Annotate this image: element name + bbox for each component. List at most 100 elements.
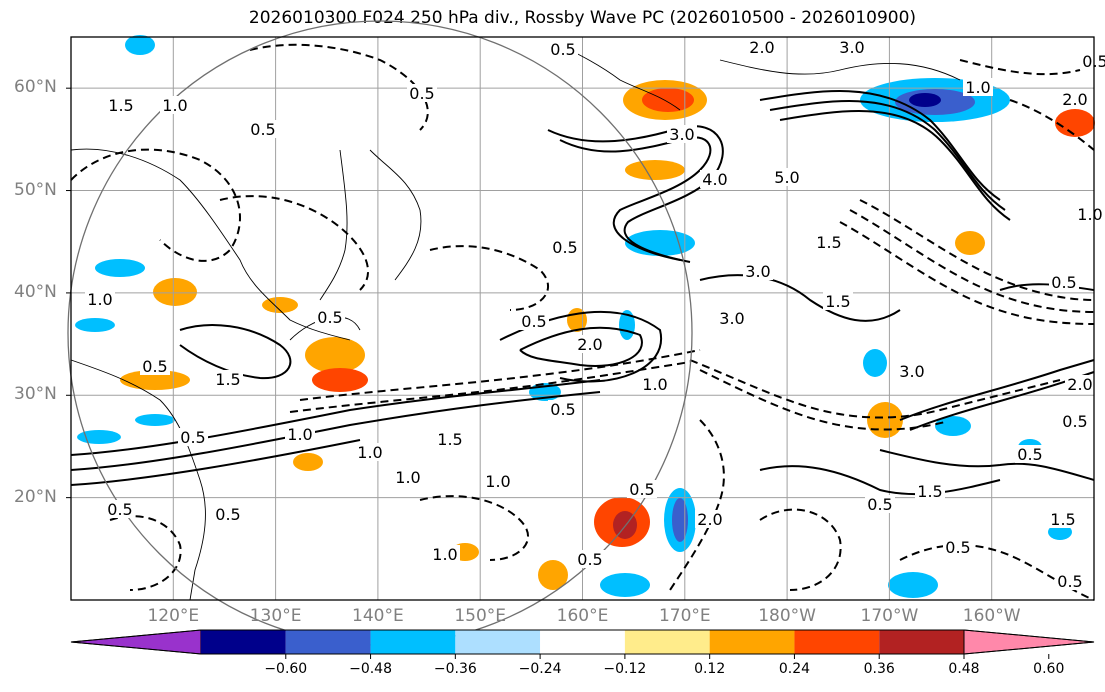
colorbar	[70, 629, 1095, 659]
contour-label-bg	[695, 510, 725, 528]
shade-darkblue	[672, 498, 688, 542]
lat-label: 40°N	[14, 281, 57, 302]
contour-label-bg	[897, 362, 927, 380]
contour-label-bg	[1060, 412, 1090, 430]
contour-label: 0.5	[550, 400, 575, 419]
contour-label-bg	[213, 505, 243, 523]
contour-label-bg	[105, 500, 135, 518]
contour-label-bg	[85, 290, 115, 308]
contour-label: 1.0	[357, 443, 382, 462]
shade-orange	[955, 231, 985, 255]
lon-label: 120°E	[147, 606, 200, 626]
colorbar-tick-label: 0.36	[863, 661, 895, 677]
positive-contours	[70, 90, 1095, 496]
contour-label-bg	[140, 357, 170, 375]
lon-label: 130°E	[249, 606, 302, 626]
contour-label: 1.0	[287, 425, 312, 444]
colorbar-tick-label: −0.48	[349, 661, 392, 677]
shade-red	[312, 368, 368, 392]
shade-blue	[135, 414, 175, 426]
colorbar-segment	[540, 630, 625, 654]
shade-orange	[293, 453, 323, 471]
colorbar-segment	[794, 630, 880, 654]
colorbar-tick-label: −0.24	[518, 661, 562, 677]
contour-label-bg	[248, 120, 278, 138]
contour-label: 0.5	[867, 495, 892, 514]
contour-label-bg	[1060, 90, 1090, 108]
shade-navy	[909, 93, 941, 107]
contour-label: 2.0	[1067, 375, 1092, 394]
colorbar-segment	[201, 630, 286, 654]
colorbar-tick-label: 0.12	[694, 661, 726, 677]
colorbar-tick-label: −0.36	[433, 661, 477, 677]
shade-red	[1055, 109, 1095, 137]
lat-label: 60°N	[14, 77, 57, 98]
contour-label: 1.0	[965, 78, 990, 97]
contour-label-bg	[1015, 445, 1045, 463]
contour-label: 5.0	[774, 168, 799, 187]
contour-label: 1.0	[642, 375, 667, 394]
contour-label-bg	[1075, 205, 1105, 223]
shade-blue	[125, 35, 155, 55]
shade-orange	[538, 560, 568, 590]
contour-label: 2.0	[749, 38, 774, 57]
divergence-shading	[75, 35, 1095, 598]
contour-label: 1.0	[485, 472, 510, 491]
contour-label: 1.0	[162, 96, 187, 115]
contour-label-bg	[160, 96, 190, 114]
contour-label: 1.0	[432, 545, 457, 564]
contour-label: 1.0	[395, 468, 420, 487]
colorbar-segment	[455, 630, 541, 654]
contour-label: 0.5	[1017, 445, 1042, 464]
contour-label-bg	[1048, 510, 1078, 528]
shade-orange	[153, 278, 197, 306]
contour-label-bg	[640, 375, 670, 393]
contour-label: 1.5	[917, 482, 942, 501]
contour-label: 0.5	[550, 40, 575, 59]
contour-label: 2.0	[697, 510, 722, 529]
contour-label-bg	[483, 472, 513, 490]
contour-label: 3.0	[839, 38, 864, 57]
contour-label-bg	[407, 84, 437, 102]
colorbar-tick-label: −0.60	[264, 661, 308, 677]
colorbar-tick-label: 0.60	[1033, 661, 1065, 677]
contour-label-bg	[315, 308, 345, 326]
contour-label-bg	[430, 545, 460, 563]
contour-label-bg	[700, 170, 730, 188]
shade-blue	[95, 259, 145, 277]
contour-label-bg	[519, 312, 549, 330]
contour-label: 3.0	[745, 262, 770, 281]
lon-label: 170°E	[658, 606, 711, 626]
contour-label: 1.0	[1077, 205, 1102, 224]
contour-label-bg	[1080, 52, 1105, 70]
colorbar-tick-label: 0.24	[778, 661, 811, 677]
lat-ticks	[66, 87, 71, 499]
contour-label-bg	[837, 38, 867, 56]
colorbar-extend-low	[70, 629, 202, 655]
contour-label-bg	[823, 292, 853, 310]
contour-label-bg	[548, 40, 578, 58]
contour-label-bg	[575, 335, 605, 353]
lat-label: 50°N	[14, 179, 57, 200]
contour-label-bg	[915, 482, 945, 500]
shade-blue	[600, 573, 650, 597]
contour-label: 1.5	[825, 292, 850, 311]
contour-labels: 0.5 2.0 3.0 0.5 1.0 1.5 0.5 0.5 1.0 2.0 0.5 1.0 3.0 5…	[85, 38, 1105, 591]
contour-label: 0.5	[180, 428, 205, 447]
shade-blue	[863, 349, 887, 377]
lon-label: 160°E	[556, 606, 609, 626]
contour-label: 1.5	[215, 370, 240, 389]
contour-label-bg	[285, 425, 315, 443]
contour-label-bg	[355, 443, 385, 461]
shade-blue	[935, 416, 971, 436]
contour-label-bg	[548, 400, 578, 418]
map-frame	[70, 36, 1095, 601]
contour-label: 0.5	[409, 84, 434, 103]
contour-label-bg	[865, 495, 895, 513]
map-gridlines	[71, 37, 1094, 600]
contour-label-bg	[943, 538, 973, 556]
contour-label-bg	[717, 309, 747, 327]
shade-orange	[120, 370, 190, 390]
colorbar-tick-label: 0.48	[948, 661, 980, 677]
